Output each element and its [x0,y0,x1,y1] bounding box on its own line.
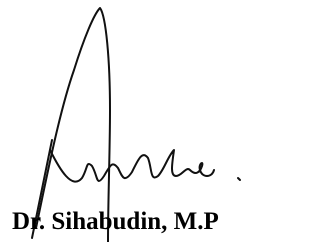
signature-script [50,150,214,182]
signature [0,0,269,242]
signer-name: Dr. Sihabudin, M.P [12,208,219,236]
signature-loop [36,8,110,242]
signature-dot [238,178,240,180]
page: Dr. Sihabudin, M.P (() => { const data =… [0,0,269,242]
